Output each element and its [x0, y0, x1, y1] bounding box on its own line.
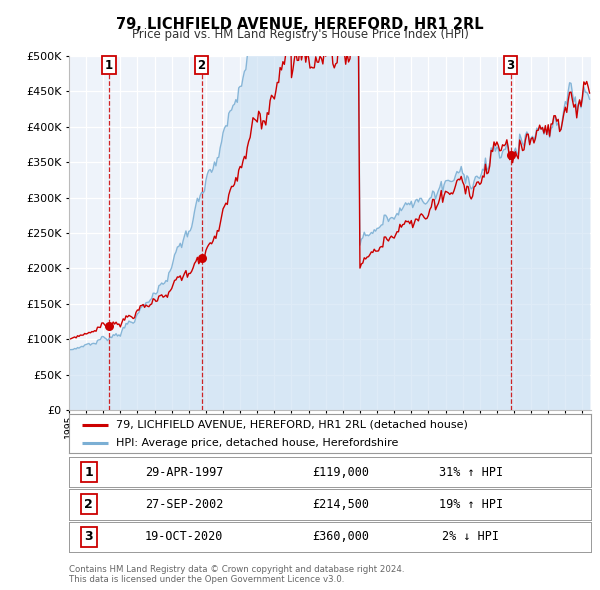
Text: Contains HM Land Registry data © Crown copyright and database right 2024.
This d: Contains HM Land Registry data © Crown c…: [69, 565, 404, 584]
Text: £119,000: £119,000: [312, 466, 369, 478]
Text: 1: 1: [85, 466, 93, 478]
Text: Price paid vs. HM Land Registry's House Price Index (HPI): Price paid vs. HM Land Registry's House …: [131, 28, 469, 41]
Text: 2% ↓ HPI: 2% ↓ HPI: [442, 530, 499, 543]
Text: 19% ↑ HPI: 19% ↑ HPI: [439, 498, 503, 511]
Text: £214,500: £214,500: [312, 498, 369, 511]
Text: 1: 1: [105, 59, 113, 72]
Text: 19-OCT-2020: 19-OCT-2020: [145, 530, 223, 543]
Text: HPI: Average price, detached house, Herefordshire: HPI: Average price, detached house, Here…: [116, 438, 398, 448]
Text: 79, LICHFIELD AVENUE, HEREFORD, HR1 2RL: 79, LICHFIELD AVENUE, HEREFORD, HR1 2RL: [116, 17, 484, 31]
Text: 27-SEP-2002: 27-SEP-2002: [145, 498, 223, 511]
Text: 3: 3: [506, 59, 515, 72]
Text: 2: 2: [85, 498, 93, 511]
Text: 79, LICHFIELD AVENUE, HEREFORD, HR1 2RL (detached house): 79, LICHFIELD AVENUE, HEREFORD, HR1 2RL …: [116, 419, 468, 430]
Text: 29-APR-1997: 29-APR-1997: [145, 466, 223, 478]
Text: 31% ↑ HPI: 31% ↑ HPI: [439, 466, 503, 478]
Text: £360,000: £360,000: [312, 530, 369, 543]
Text: 3: 3: [85, 530, 93, 543]
Text: 2: 2: [197, 59, 206, 72]
